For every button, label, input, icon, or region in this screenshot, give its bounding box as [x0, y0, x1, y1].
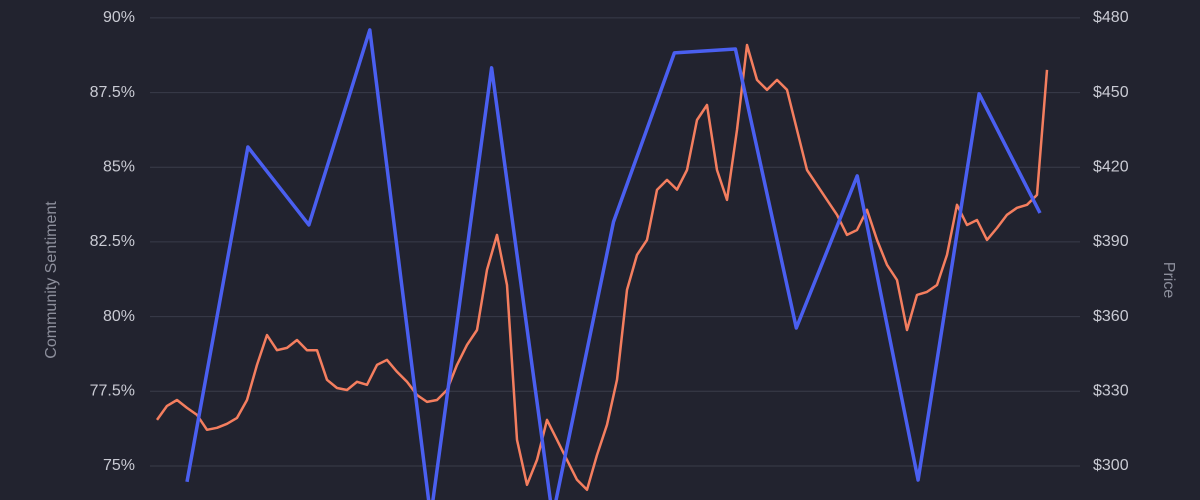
- y-tick-label: 82.5%: [90, 233, 135, 250]
- series-line: [155, 43, 1049, 492]
- y2-tick-label: $330: [1093, 382, 1129, 399]
- series-line: [185, 28, 1042, 500]
- y2-tick-label: $390: [1093, 233, 1129, 250]
- y-tick-label: 77.5%: [90, 382, 135, 399]
- y-tick-label: 90%: [103, 9, 135, 26]
- y-tick-label: 87.5%: [90, 84, 135, 101]
- y2-tick-label: $420: [1093, 158, 1129, 175]
- y2-tick-label: $300: [1093, 457, 1129, 474]
- y2-tick-label: $480: [1093, 9, 1129, 26]
- y-tick-label: 80%: [103, 308, 135, 325]
- y-axis-title: Community Sentiment: [43, 201, 60, 359]
- y-tick-label: 85%: [103, 158, 135, 175]
- y2-tick-label: $450: [1093, 84, 1129, 101]
- y-tick-label: 75%: [103, 457, 135, 474]
- y2-tick-label: $360: [1093, 308, 1129, 325]
- y2-axis-title: Price: [1160, 262, 1177, 299]
